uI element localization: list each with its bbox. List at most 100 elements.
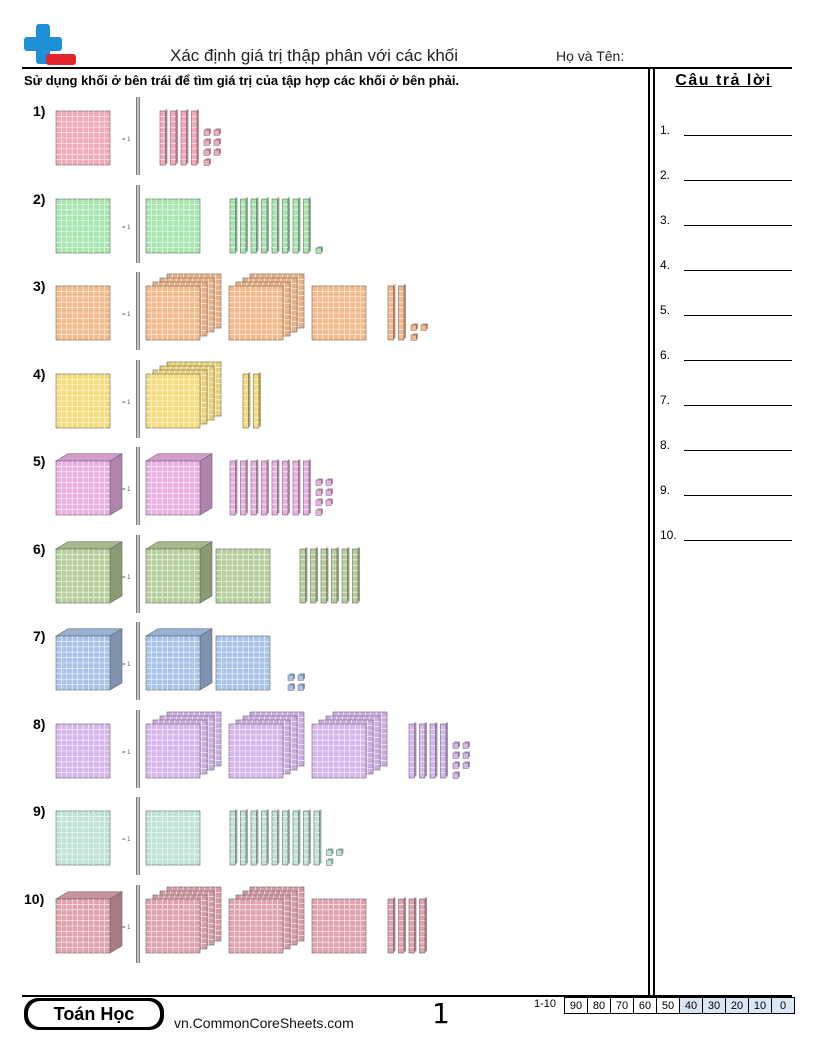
answer-number: 2. [660,168,671,182]
score-cell: 90 [564,997,588,1014]
rod-block [303,197,311,253]
base-ten-blocks-figure: = 1 [55,709,470,788]
flat-block [215,635,271,691]
score-cell: 10 [748,997,772,1014]
rod-block [398,897,406,953]
key-flat [55,110,111,166]
score-cell: 70 [610,997,634,1014]
unit-block [325,488,333,496]
rod-block [292,197,301,253]
rod-block [180,109,189,166]
unit-block [297,673,305,681]
key-value-note: = 1 [122,662,131,668]
unit-block [203,158,211,166]
score-cell: 30 [702,997,726,1014]
brand-label: Toán Học [28,1001,160,1027]
rod-block [250,197,259,253]
rod-block [250,459,259,516]
answer-blank[interactable] [684,495,792,496]
rod-block [419,722,427,778]
flat-block [215,548,271,603]
score-cell: 50 [656,997,680,1014]
answer-blank[interactable] [684,360,792,361]
answer-blank[interactable] [684,540,792,541]
rod-block [271,809,280,866]
separator-bar [138,447,140,525]
unit-block [203,128,211,136]
rod-block [242,372,251,428]
separator-bar [136,447,138,525]
rod-block [299,547,308,603]
separator-bar [136,884,138,963]
problem-number: 8) [33,715,46,732]
problem-number: 9) [33,803,46,819]
unit-block [203,148,211,156]
unit-block [452,761,460,769]
separator-bar [138,534,140,613]
answer-blank[interactable] [684,180,792,181]
flat-block [145,810,201,866]
unit-block [326,858,334,866]
score-cell: 20 [725,997,749,1014]
unit-block [410,333,418,341]
rod-block [387,897,396,953]
rod-block [240,809,248,866]
answer-blank[interactable] [684,450,792,451]
unit-block [287,683,295,691]
page-number: 1 [432,997,450,1030]
website-url[interactable]: vn.CommonCoreSheets.com [174,1015,354,1031]
flat-block [145,198,201,253]
rod-block [331,547,339,603]
answer-blank[interactable] [684,135,792,136]
answer-blank[interactable] [684,270,792,271]
answer-blank[interactable] [684,405,792,406]
rod-block [240,459,248,516]
rod-block [292,459,301,516]
unit-block [287,673,295,681]
separator-bar [138,184,140,263]
rod-block [191,109,199,166]
unit-block [315,488,323,496]
key-flat [55,723,111,778]
base-ten-blocks-figure: = 1 [55,184,323,263]
rod-block [229,197,238,253]
unit-block [462,761,470,769]
flat-stack [311,285,367,341]
flat-stack [311,711,388,778]
rod-block [303,459,311,516]
rod-block [250,809,259,866]
bottom-rule [22,995,792,997]
answer-number: 3. [660,213,671,227]
unit-block [315,498,323,506]
unit-block [325,478,333,486]
answer-blank[interactable] [684,315,792,316]
key-value-note: = 1 [122,575,131,581]
unit-block [420,323,428,331]
answer-blank[interactable] [684,225,792,226]
rod-block [408,722,417,778]
key-value-note: = 1 [122,137,131,143]
rod-block [310,547,318,603]
flat-stack [228,886,305,953]
rod-block [313,809,322,866]
problem-number: 2) [33,190,46,207]
rod-block [408,897,417,953]
answer-number: 8. [660,438,671,452]
unit-block [452,771,460,779]
answer-number: 10. [660,528,677,542]
rod-block [440,722,448,778]
unit-block [315,478,323,486]
unit-block [213,128,221,136]
separator-bar [136,97,138,175]
rod-block [292,809,301,866]
separator-bar [138,359,140,438]
key-flat [55,198,111,253]
cube-block [144,453,214,516]
rod-block [282,197,290,253]
rod-block [229,459,238,516]
brand-badge: Toán Học [24,998,164,1030]
unit-block [452,751,460,759]
problem-number: 7) [33,628,46,644]
problem-number: 1) [33,103,46,119]
unit-block [462,741,470,749]
